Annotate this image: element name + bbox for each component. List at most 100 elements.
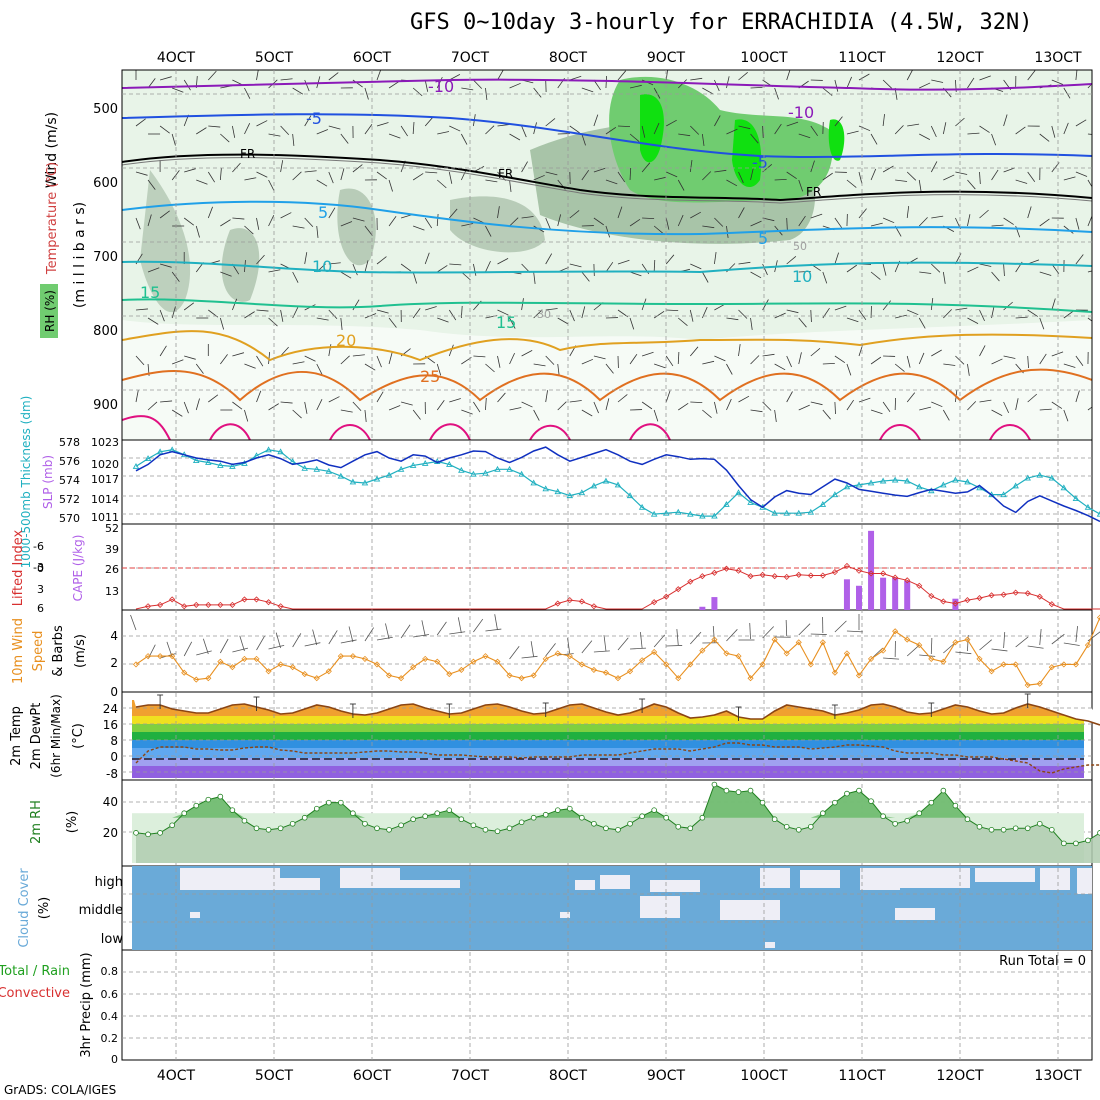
wind10-barb bbox=[292, 633, 302, 648]
upper-wind-barb bbox=[437, 265, 448, 273]
upper-wind-barb bbox=[846, 264, 858, 273]
lifted-index-point bbox=[928, 592, 935, 600]
precip-label-conv: Convective bbox=[0, 986, 70, 1001]
cloud-level-high: high bbox=[95, 875, 123, 890]
rh2m-point bbox=[374, 825, 380, 832]
wind10-point bbox=[482, 653, 489, 660]
rh2m-point bbox=[398, 822, 404, 829]
wind10-barb bbox=[653, 634, 665, 648]
upper-wind-barb bbox=[1027, 355, 1029, 368]
thickness-point bbox=[265, 446, 272, 453]
lifted-index-point bbox=[952, 600, 959, 607]
li-tick-3: 3 bbox=[37, 583, 44, 596]
thk-tick-576: 576 bbox=[59, 455, 80, 468]
thickness-point bbox=[1048, 474, 1056, 481]
lifted-index-point bbox=[1036, 593, 1043, 600]
upper-wind-barb bbox=[858, 208, 867, 219]
upper-wind-barb bbox=[232, 401, 243, 410]
upper-wind-barb bbox=[316, 399, 323, 411]
wind10-barb bbox=[676, 629, 679, 646]
wind10-ylabel-4: (m/s) bbox=[73, 634, 88, 668]
upper-wind-barb bbox=[882, 300, 891, 311]
rh2m-point bbox=[783, 823, 790, 830]
upper-wind-barb bbox=[509, 352, 515, 365]
wind10-point bbox=[880, 647, 887, 654]
upper-wind-barb bbox=[1039, 271, 1052, 276]
rh2m-point bbox=[651, 807, 657, 813]
upper-wind-barb bbox=[895, 179, 908, 182]
thickness-point bbox=[1012, 482, 1019, 489]
upper-wind-barb bbox=[930, 125, 937, 138]
upper-ytick-600: 600 bbox=[93, 176, 118, 191]
upper-wind-barb bbox=[918, 179, 922, 192]
upper-wind-barb bbox=[364, 409, 367, 422]
upper-wind-barb bbox=[702, 225, 715, 229]
upper-wind-barb bbox=[714, 303, 726, 311]
lifted-index-point bbox=[1000, 591, 1007, 598]
wind10-barb bbox=[400, 624, 411, 639]
label-10-a: 10 bbox=[312, 257, 332, 276]
upper-wind-barb bbox=[930, 161, 938, 173]
thickness-point bbox=[542, 485, 549, 492]
wind10-barb bbox=[421, 620, 426, 637]
upper-ytick-700: 700 bbox=[93, 250, 118, 265]
label-10-b: 10 bbox=[792, 267, 812, 286]
lifted-index-point bbox=[916, 582, 923, 589]
upper-wind-barb bbox=[653, 225, 664, 235]
upper-wind-barb bbox=[1003, 263, 1005, 276]
upper-ytick-800: 800 bbox=[93, 324, 118, 339]
upper-wind-barb bbox=[689, 160, 693, 173]
rh2m-point bbox=[1012, 825, 1019, 832]
upper-wind-barb bbox=[750, 317, 753, 330]
thk-tick-570: 570 bbox=[59, 512, 80, 525]
upper-wind-barb bbox=[328, 125, 341, 130]
upper-wind-barb bbox=[352, 263, 358, 276]
wind10-point bbox=[928, 655, 935, 662]
thickness-point bbox=[192, 457, 200, 463]
upper-wind-barb bbox=[991, 224, 1004, 227]
upper-wind-barb bbox=[256, 355, 264, 367]
rh2m-point bbox=[410, 816, 416, 823]
upper-wind-barb bbox=[364, 260, 369, 273]
label-freezing-2: FR bbox=[498, 167, 513, 181]
upper-wind-barb bbox=[678, 402, 689, 411]
upper-wind-barb bbox=[219, 168, 222, 181]
contour-labels: -10 -10 -5 -5 FR FR FR 5 5 10 10 15 15 2… bbox=[140, 77, 821, 386]
upper-wind-barb bbox=[906, 355, 911, 368]
rh2m-point bbox=[892, 820, 898, 827]
upper-wind-barb bbox=[641, 351, 654, 357]
upper-wind-barb bbox=[617, 171, 626, 183]
temperature-contours bbox=[122, 78, 1092, 440]
upper-wind-barb bbox=[485, 398, 487, 411]
lifted-index-point bbox=[651, 599, 658, 606]
wind10-barb bbox=[666, 645, 683, 647]
upper-wind-barb bbox=[569, 400, 582, 403]
wind10-point bbox=[253, 655, 260, 662]
run-total-label: Run Total = 0 bbox=[999, 954, 1086, 969]
upper-wind-barb bbox=[376, 391, 384, 403]
upper-wind-barb bbox=[184, 168, 196, 173]
upper-wind-barb bbox=[304, 252, 308, 265]
thickness-point bbox=[699, 512, 706, 519]
upper-wind-barb bbox=[762, 299, 769, 311]
li-tick-0: 0 bbox=[37, 562, 44, 575]
top-tick-12oct: 12OCT bbox=[936, 50, 984, 66]
thickness-point bbox=[771, 509, 778, 516]
lifted-index-point bbox=[1048, 601, 1055, 608]
upper-wind-barb bbox=[448, 208, 458, 219]
wind10-barb bbox=[328, 630, 338, 645]
thickness-point bbox=[470, 470, 477, 477]
upper-wind-barb bbox=[810, 160, 815, 173]
slp-tick-1020: 1020 bbox=[91, 458, 119, 471]
upper-wind-barb bbox=[1051, 79, 1064, 85]
rh2m-point bbox=[916, 810, 923, 816]
lifted-index-point bbox=[735, 567, 742, 574]
wind10-barb bbox=[979, 639, 993, 651]
series-layer bbox=[130, 446, 1100, 863]
upper-wind-barb bbox=[750, 409, 763, 413]
wind10-point bbox=[855, 672, 863, 679]
bottom-tick-10oct: 10OCT bbox=[740, 1068, 788, 1084]
upper-wind-barb bbox=[690, 77, 703, 81]
upper-wind-barb bbox=[967, 179, 976, 190]
wind10-point bbox=[277, 661, 284, 668]
